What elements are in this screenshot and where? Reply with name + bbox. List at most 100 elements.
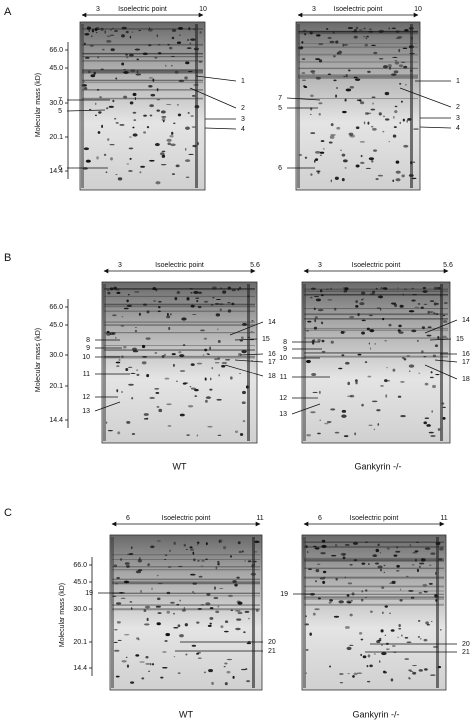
gel-spot <box>128 170 133 172</box>
gel-spot <box>359 302 365 306</box>
gel-spot <box>344 576 346 579</box>
gel-band <box>104 355 255 358</box>
gel-spot <box>231 289 236 292</box>
gel-spot <box>384 605 388 608</box>
gel-spot <box>347 601 352 604</box>
gel-spot <box>148 84 153 88</box>
gel-spot <box>323 147 325 150</box>
gel-spot <box>393 303 398 308</box>
spot-label: 2 <box>456 104 460 111</box>
gel-spot <box>319 151 325 154</box>
gel-spot <box>176 380 178 383</box>
gel-spot <box>415 558 417 562</box>
gel-spot <box>420 558 426 562</box>
pi-end: 11 <box>440 515 447 522</box>
gel-spot <box>368 314 373 317</box>
gel-spot <box>319 419 321 421</box>
gel-spot <box>430 435 436 437</box>
spot-label: 1 <box>456 78 460 85</box>
gel-spot <box>355 305 359 308</box>
gel-spot <box>170 143 176 147</box>
gel-edge <box>297 24 300 188</box>
gel-spot <box>382 317 385 321</box>
gel-spot <box>214 358 218 361</box>
gel-spot <box>178 565 183 568</box>
gel-spot <box>424 668 428 671</box>
pi-label: Isoelectric point <box>350 515 399 522</box>
gel-spot <box>360 161 365 164</box>
mass-tick-label: 66.0 <box>49 304 63 311</box>
gel-spot <box>382 611 384 615</box>
spot-label: 4 <box>456 125 460 132</box>
gel-spot <box>315 568 320 573</box>
gel-spot <box>361 403 364 407</box>
gel-spot <box>164 64 167 67</box>
gel-spot <box>179 413 185 417</box>
gel-band <box>298 46 418 48</box>
gel-spot <box>409 543 412 547</box>
gel-spot <box>116 291 121 295</box>
gel-spot <box>170 601 175 604</box>
gel-spot <box>423 356 427 358</box>
gel-band <box>304 598 444 600</box>
gel-spot <box>156 98 161 101</box>
gel-spot <box>212 297 215 299</box>
gel-band <box>304 547 444 548</box>
gel-spot <box>129 552 134 555</box>
gel-spot <box>154 388 160 390</box>
gel-spot <box>124 562 130 565</box>
gel-spot <box>354 379 358 382</box>
gel-caption: Gankyrin -/- <box>354 461 401 471</box>
gel-spot <box>368 157 375 161</box>
gel-spot <box>197 657 202 659</box>
gel-spot <box>93 71 96 75</box>
gel-spot <box>349 394 355 398</box>
gel-spot <box>176 291 181 295</box>
gel-spot <box>185 61 190 65</box>
gel-spot <box>432 354 437 358</box>
gel-spot <box>150 545 155 549</box>
gel-spot <box>230 609 234 612</box>
gel-spot <box>408 590 414 592</box>
gel-spot <box>238 286 242 290</box>
gel-spot <box>366 664 369 668</box>
gel-spot <box>391 580 396 584</box>
gel-spot <box>336 52 339 55</box>
gel-spot <box>88 29 90 32</box>
gel-spot <box>191 644 197 647</box>
gel-spot <box>361 319 366 322</box>
gel-spot <box>326 420 332 424</box>
gel-streak <box>410 24 413 188</box>
gel-spot <box>184 623 188 627</box>
gel-spot <box>315 76 321 80</box>
gel-spot <box>155 288 158 292</box>
gel-spot <box>347 381 351 386</box>
gel-spot <box>143 131 147 134</box>
gel-spot <box>304 156 308 159</box>
gel-spot <box>385 394 388 398</box>
gel-spot <box>314 159 316 163</box>
gel-spot <box>315 580 317 583</box>
gel-spot <box>388 140 390 143</box>
gel-spot <box>438 558 443 561</box>
gel-spot <box>343 159 348 163</box>
gel-spot <box>344 543 350 546</box>
mass-tick-label: 14.4 <box>49 168 63 175</box>
mass-tick-label: 30.0 <box>49 100 63 107</box>
gel-spot <box>338 600 344 604</box>
gel-spot <box>301 58 306 61</box>
gel-spot <box>301 72 306 74</box>
gel-spot <box>363 27 366 30</box>
gel-spot <box>436 302 439 305</box>
gel-band <box>304 308 448 309</box>
gel-spot <box>151 587 153 591</box>
gel-spot <box>386 367 388 369</box>
gel-spot <box>384 118 390 121</box>
spot-label: 19 <box>280 591 288 598</box>
gel-spot <box>345 74 348 78</box>
spot-label: 8 <box>86 337 90 344</box>
gel-spot <box>333 615 340 618</box>
gel-spot <box>390 678 394 682</box>
gel-image <box>109 534 263 691</box>
